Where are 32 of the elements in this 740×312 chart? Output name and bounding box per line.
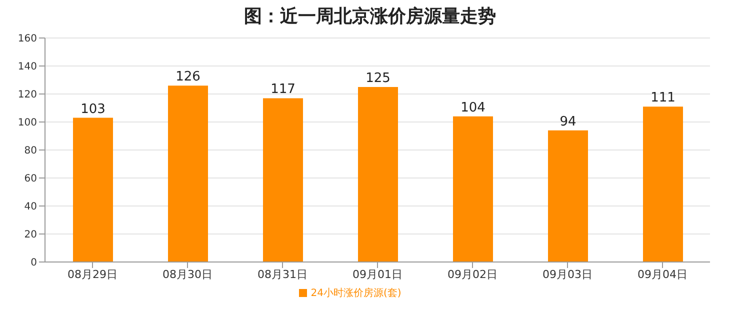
- data-label: 104: [460, 100, 486, 116]
- y-tick-label: 140: [18, 62, 37, 73]
- bar: [358, 87, 398, 262]
- x-tick-label: 09月04日: [638, 268, 688, 281]
- bar: [168, 86, 208, 262]
- data-label: 103: [80, 102, 106, 117]
- y-tick-label: 120: [18, 90, 37, 101]
- y-tick-label: 40: [24, 202, 37, 213]
- x-tick-label: 08月29日: [68, 268, 118, 281]
- y-tick-label: 0: [30, 258, 37, 269]
- bar: [73, 118, 113, 262]
- bar: [263, 98, 303, 262]
- data-label: 126: [176, 70, 200, 85]
- chart-title: 图：近一周北京涨价房源量走势: [243, 5, 497, 29]
- bar: [643, 106, 683, 262]
- x-tick-label: 09月02日: [448, 268, 498, 281]
- bar: [453, 116, 493, 262]
- x-tick-label: 09月01日: [352, 268, 402, 281]
- x-tick-label: 09月03日: [542, 268, 592, 281]
- data-label: 94: [560, 114, 576, 130]
- y-tick-label: 80: [24, 146, 37, 157]
- y-tick-label: 100: [18, 118, 37, 129]
- data-label: 117: [270, 82, 296, 98]
- data-label: 111: [650, 90, 676, 106]
- data-label: 125: [366, 71, 390, 86]
- x-tick-label: 08月31日: [258, 268, 308, 281]
- y-tick-label: 160: [18, 34, 37, 45]
- legend-label: 24小时涨价房源(套): [310, 288, 402, 299]
- y-tick-label: 20: [24, 230, 37, 241]
- x-tick-label: 08月30日: [162, 268, 212, 281]
- bar: [548, 130, 588, 262]
- y-tick-label: 60: [24, 174, 37, 185]
